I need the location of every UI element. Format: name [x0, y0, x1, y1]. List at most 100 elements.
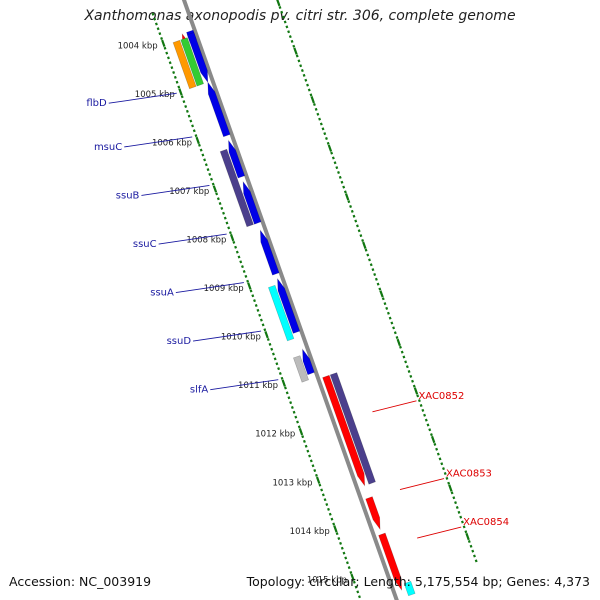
- gene-labels: flbD msuC ssuB ssuC ssuA ssuD slfA XAC0852 XAC08…: [86, 92, 509, 539]
- minor-tick: [412, 384, 416, 388]
- minor-tick: [404, 360, 408, 364]
- minor-tick: [338, 175, 342, 179]
- gene-leader-line: [175, 282, 244, 294]
- minor-tick: [302, 73, 306, 77]
- minor-tick: [376, 282, 380, 286]
- minor-tick: [386, 311, 390, 315]
- major-tick: [333, 525, 338, 533]
- gene-feature: [268, 284, 295, 342]
- minor-tick: [400, 350, 404, 354]
- gene-leader-line: [192, 330, 262, 342]
- minor-tick: [374, 277, 378, 281]
- minor-tick: [210, 177, 213, 181]
- scale-labels: 1004 kbp 1005 kbp 1006 kbp 1007 kbp 1008 kbp…: [118, 41, 347, 585]
- minor-tick: [357, 229, 361, 233]
- minor-tick: [344, 556, 348, 560]
- minor-tick: [290, 405, 294, 409]
- minor-tick: [170, 66, 174, 70]
- minor-tick: [426, 423, 430, 427]
- major-tick: [465, 532, 470, 541]
- minor-tick: [241, 265, 244, 269]
- minor-tick: [352, 580, 356, 584]
- major-tick: [396, 338, 401, 347]
- minor-tick: [211, 182, 215, 186]
- minor-tick: [315, 473, 318, 477]
- minor-tick: [340, 180, 344, 184]
- minor-tick: [428, 428, 432, 432]
- major-tick: [298, 428, 304, 436]
- minor-tick: [249, 289, 253, 293]
- minor-tick: [354, 585, 358, 589]
- minor-tick: [325, 137, 328, 141]
- minor-tick: [335, 166, 339, 170]
- minor-tick: [395, 336, 399, 340]
- minor-tick: [216, 197, 220, 201]
- minor-tick: [280, 10, 284, 14]
- minor-tick: [337, 537, 341, 541]
- scale-label: 1015 kbp: [307, 575, 347, 585]
- gene-label: XAC0853: [446, 469, 492, 480]
- minor-tick: [295, 54, 299, 58]
- minor-tick: [417, 399, 421, 403]
- gene-feature: [242, 180, 262, 225]
- minor-tick: [312, 103, 316, 107]
- minor-tick: [253, 299, 256, 303]
- minor-tick: [339, 541, 342, 545]
- minor-tick: [287, 396, 291, 400]
- minor-tick: [277, 367, 281, 371]
- minor-tick: [332, 522, 336, 526]
- minor-tick: [455, 505, 459, 509]
- major-tick: [212, 185, 218, 193]
- minor-tick: [356, 224, 359, 228]
- gene-label: msuC: [94, 142, 122, 153]
- minor-tick: [185, 109, 189, 113]
- minor-tick: [318, 117, 322, 121]
- minor-tick: [326, 141, 330, 145]
- minor-tick: [416, 394, 420, 398]
- minor-tick: [234, 245, 238, 249]
- minor-tick: [246, 279, 250, 283]
- minor-tick: [331, 156, 335, 160]
- minor-tick: [335, 532, 339, 536]
- minor-tick: [289, 401, 293, 405]
- minor-tick: [168, 61, 172, 65]
- gene-leader-line: [417, 526, 462, 539]
- minor-tick: [342, 551, 346, 555]
- minor-tick: [304, 444, 308, 448]
- major-tick: [350, 573, 355, 582]
- minor-tick: [388, 316, 392, 320]
- minor-tick: [474, 559, 478, 563]
- minor-tick: [467, 539, 471, 543]
- minor-tick: [288, 35, 292, 39]
- genome-backbone: [181, 0, 399, 600]
- minor-tick: [373, 272, 377, 276]
- minor-tick: [323, 132, 327, 136]
- minor-tick: [314, 107, 318, 111]
- minor-tick: [393, 331, 397, 335]
- major-tick: [430, 435, 436, 444]
- major-tick: [310, 96, 315, 104]
- gene-label: ssuB: [116, 190, 140, 201]
- gene-feature: [329, 372, 376, 485]
- major-tick: [276, 0, 281, 7]
- scale-label: 1006 kbp: [152, 138, 192, 148]
- minor-tick: [297, 425, 301, 429]
- minor-tick: [237, 255, 241, 259]
- minor-tick: [325, 503, 329, 507]
- minor-tick: [340, 546, 344, 550]
- minor-tick: [333, 161, 337, 165]
- minor-tick: [421, 408, 425, 412]
- minor-tick: [368, 258, 371, 262]
- major-tick: [413, 387, 419, 395]
- major-tick: [178, 88, 183, 96]
- minor-tick: [215, 192, 219, 196]
- minor-tick: [390, 321, 394, 325]
- minor-tick: [459, 515, 463, 519]
- minor-tick: [349, 204, 353, 208]
- minor-tick: [460, 520, 464, 524]
- minor-tick: [452, 496, 456, 500]
- minor-tick: [256, 308, 260, 312]
- major-tick: [327, 144, 333, 152]
- minor-tick: [301, 435, 305, 439]
- minor-tick: [361, 238, 365, 242]
